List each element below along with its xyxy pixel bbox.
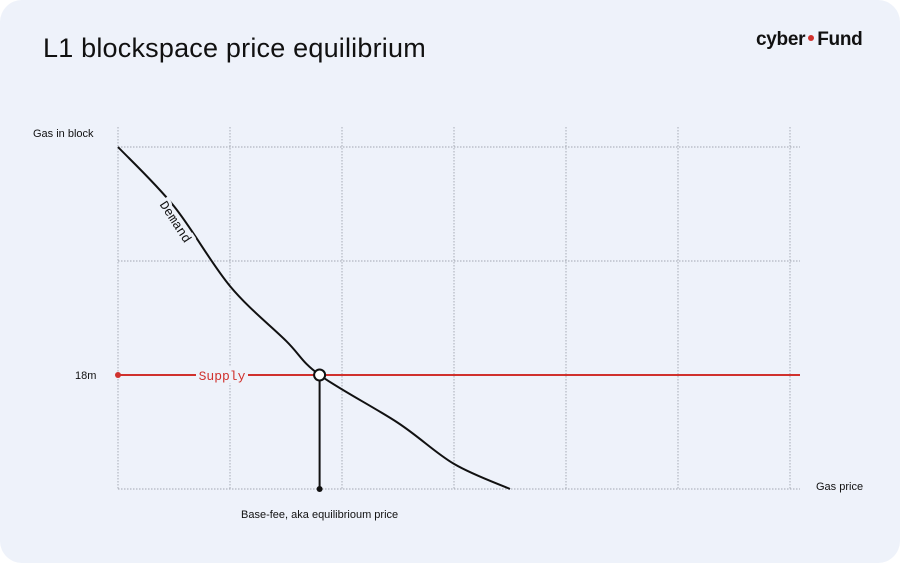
supply-label-background — [196, 367, 248, 383]
equilibrium-point — [313, 368, 327, 382]
x-axis-label: Gas price — [816, 481, 863, 493]
brand-logo: cyber Fund — [756, 29, 863, 51]
y-axis-label: Gas in block — [33, 128, 94, 140]
brand-dot-icon — [808, 35, 815, 42]
demand-label: Demand — [156, 198, 194, 245]
y-tick-label-18m: 18m — [75, 370, 96, 382]
equilibrium-base-point — [316, 486, 323, 492]
brand-logo-part1: cyber — [756, 29, 806, 50]
chart-grid — [117, 127, 800, 490]
supply-label: Supply — [199, 369, 246, 384]
brand-logo-part2: Fund — [817, 29, 863, 50]
supply-start-point — [115, 372, 121, 378]
page-title: L1 blockspace price equilibrium — [43, 33, 426, 63]
equilibrium-label: Base-fee, aka equilibrioum price — [241, 509, 398, 521]
demand-curve — [117, 146, 511, 490]
